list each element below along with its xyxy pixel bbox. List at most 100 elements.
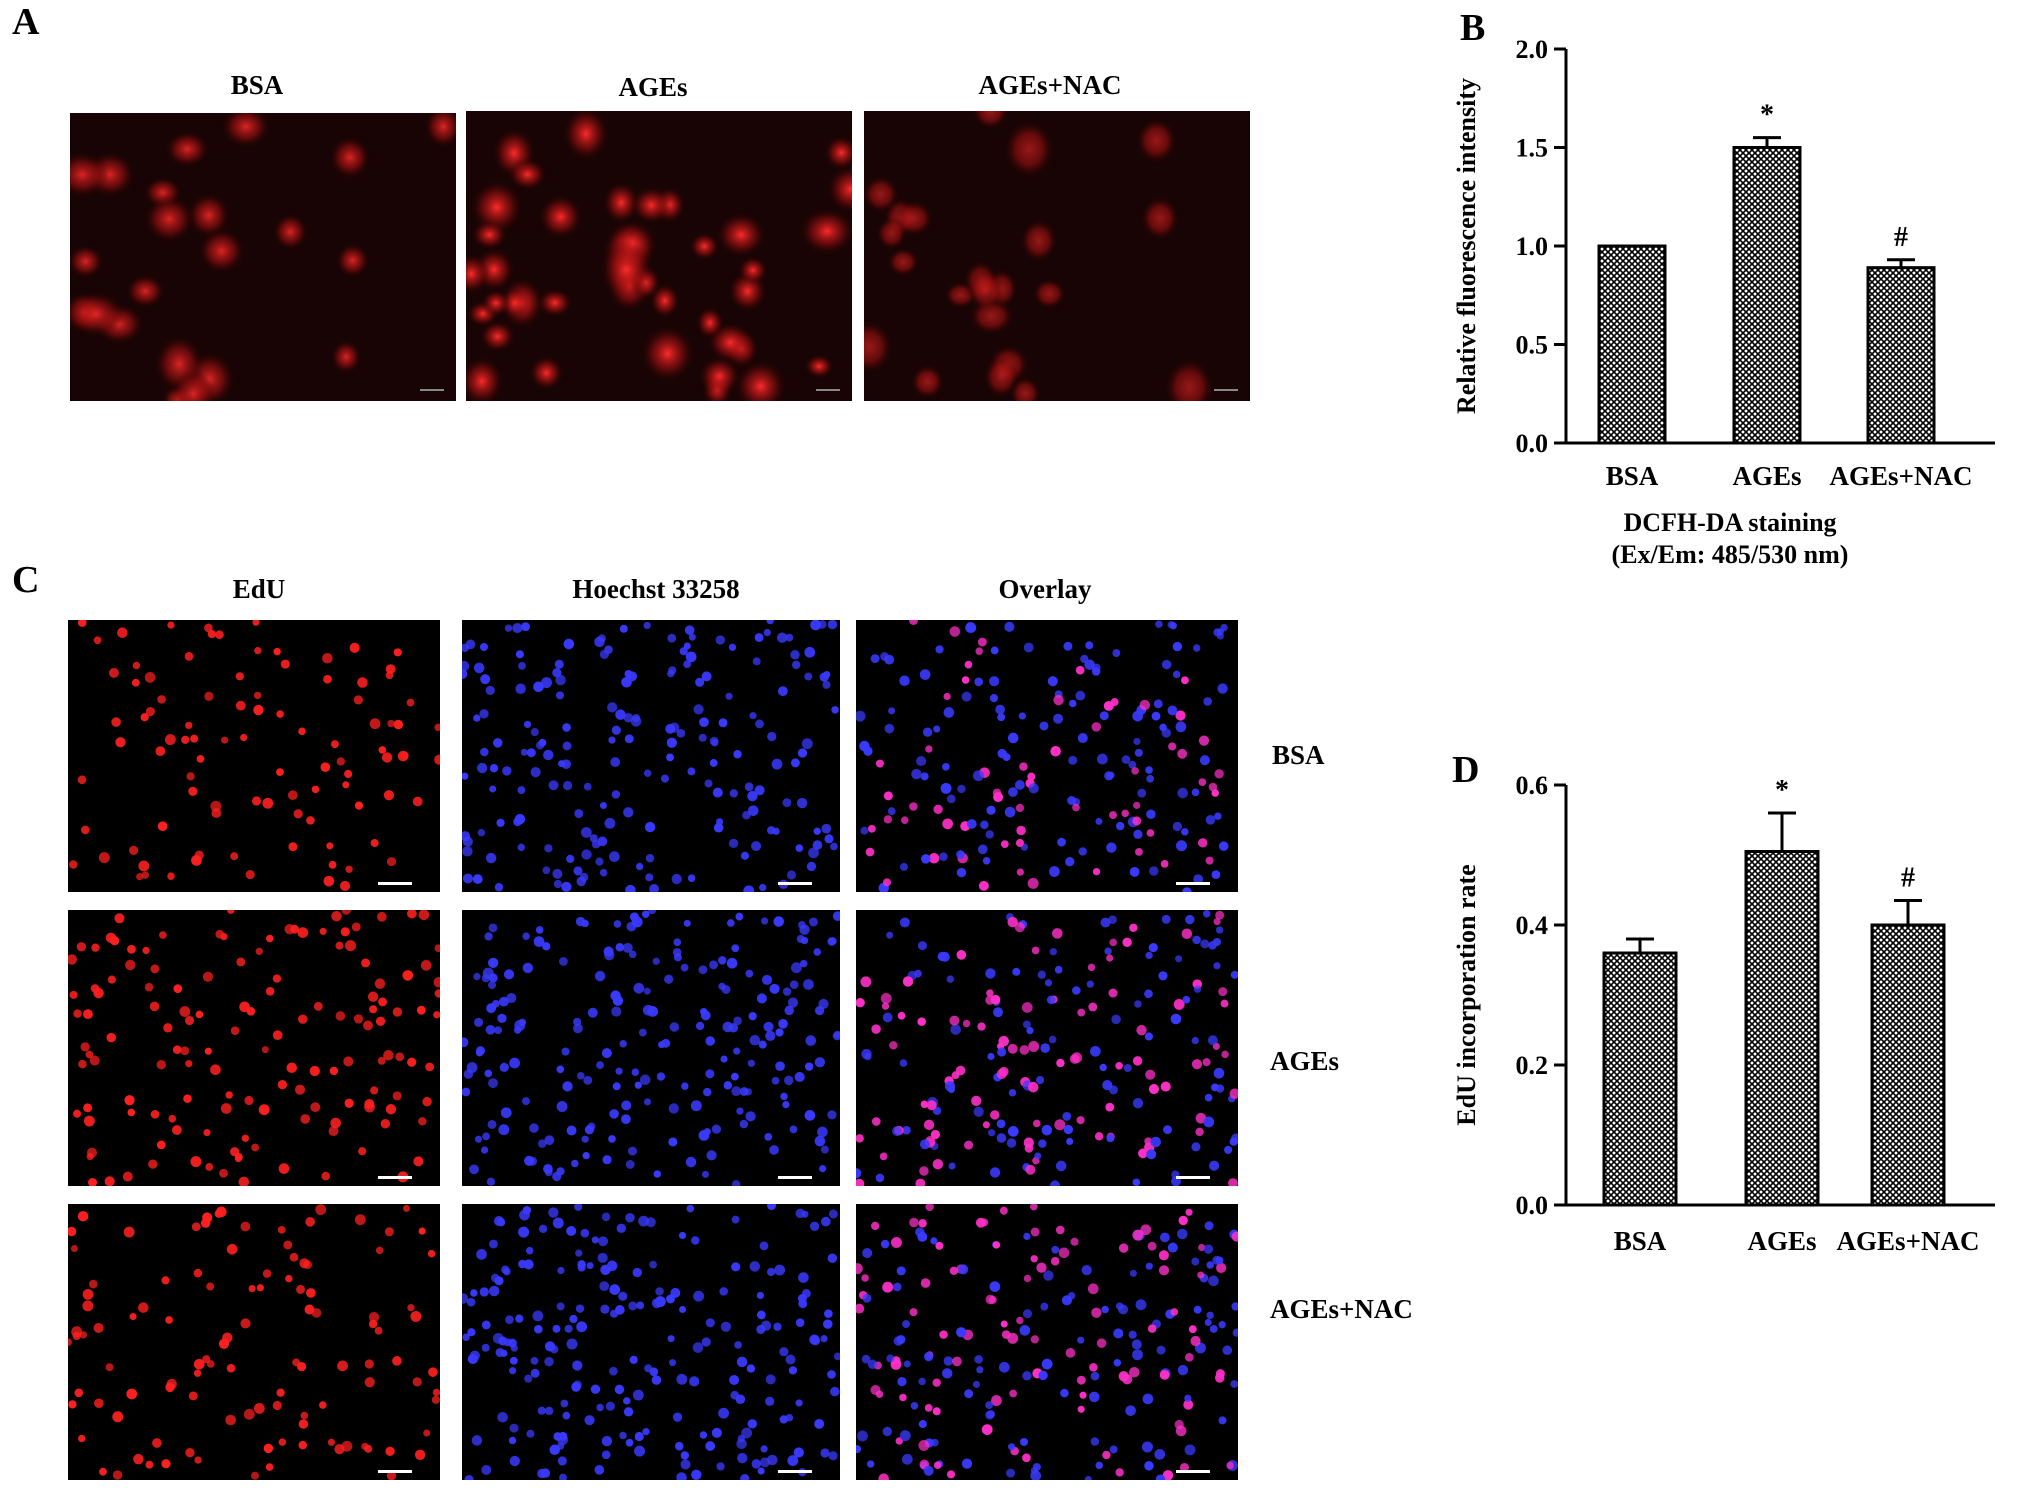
nucleus [1019, 1325, 1031, 1336]
nucleus [386, 857, 397, 867]
nucleus [1188, 1325, 1197, 1334]
cell [125, 274, 165, 308]
nucleus [129, 1313, 137, 1321]
nucleus [124, 1095, 135, 1106]
nucleus [729, 789, 738, 798]
nucleus [1167, 705, 1178, 716]
nucleus [328, 860, 337, 869]
cell [910, 364, 945, 399]
significance-mark: * [1760, 100, 1774, 131]
nucleus [562, 1411, 571, 1420]
nucleus [211, 808, 222, 818]
nucleus [932, 1159, 944, 1170]
nucleus [432, 1388, 440, 1397]
nucleus [569, 1314, 578, 1324]
nucleus [590, 1384, 601, 1394]
nucleus [529, 1123, 539, 1133]
nucleus [917, 1017, 926, 1026]
nucleus [1106, 842, 1117, 853]
nucleus [749, 712, 757, 720]
nucleus [561, 1047, 570, 1056]
nucleus [562, 1081, 573, 1092]
nucleus [705, 1069, 715, 1079]
nucleus [292, 1358, 301, 1367]
nucleus [422, 1096, 432, 1107]
nucleus [1109, 811, 1118, 820]
nucleus [993, 1007, 1003, 1018]
nucleus [262, 1269, 272, 1278]
nucleus [775, 1061, 785, 1072]
nucleus [620, 1114, 631, 1125]
nucleus [482, 1132, 490, 1141]
nucleus [701, 1170, 709, 1178]
nucleus [687, 874, 696, 882]
nucleus [544, 1168, 553, 1177]
nucleus [504, 624, 513, 632]
nucleus [629, 912, 639, 922]
nucleus [474, 1017, 484, 1027]
nucleus [580, 827, 592, 838]
nucleus [1153, 699, 1163, 709]
nucleus [897, 1376, 907, 1387]
nucleus [1144, 989, 1153, 999]
nucleus [901, 1453, 913, 1465]
nucleus [1167, 1242, 1178, 1253]
nucleus [856, 1134, 864, 1143]
nucleus [933, 725, 941, 733]
nucleus [193, 1268, 203, 1278]
nucleus [986, 805, 996, 815]
nucleus [313, 1001, 323, 1011]
nucleus [795, 1318, 805, 1327]
nucleus [1175, 710, 1186, 721]
nucleus [733, 1016, 742, 1026]
nucleus [870, 654, 880, 664]
nucleus [1161, 728, 1171, 738]
nucleus [1103, 700, 1114, 711]
nucleus [972, 1380, 981, 1389]
nucleus [625, 1213, 635, 1223]
nucleus [669, 722, 680, 733]
nucleus [179, 1006, 191, 1017]
nucleus [471, 1435, 483, 1446]
panel-d-letter: D [1452, 749, 1480, 791]
nucleus [1134, 748, 1143, 757]
nucleus [1091, 667, 1101, 676]
nucleus [1161, 659, 1172, 670]
nucleus [1181, 828, 1189, 836]
panel-c-letter: C [12, 559, 40, 601]
nucleus [517, 786, 526, 795]
nucleus [678, 1231, 687, 1239]
nucleus [769, 1145, 779, 1155]
nucleus [635, 862, 644, 871]
nucleus [374, 1326, 383, 1335]
nucleus [896, 1266, 906, 1276]
nucleus [1226, 1461, 1234, 1470]
nucleus [597, 1252, 608, 1264]
nucleus [591, 840, 601, 849]
nucleus [1221, 1050, 1229, 1059]
nucleus [860, 976, 872, 988]
nucleus [973, 1106, 984, 1117]
nucleus [884, 723, 895, 734]
nucleus [525, 1246, 534, 1255]
nucleus [508, 1436, 517, 1445]
nucleus [1118, 1371, 1129, 1382]
nucleus [1077, 1336, 1085, 1344]
nucleus [402, 970, 414, 981]
nucleus [759, 883, 767, 892]
nucleus [542, 942, 551, 951]
nucleus [300, 1411, 309, 1420]
y-axis-label: Relative fluorescence intensity [1452, 78, 1481, 414]
nucleus [831, 706, 839, 714]
nucleus [1145, 951, 1153, 960]
nucleus [734, 1341, 742, 1349]
nucleus [745, 969, 754, 978]
nucleus [1132, 710, 1144, 722]
nucleus [939, 852, 948, 862]
nucleus [494, 1026, 503, 1035]
nucleus [572, 1023, 583, 1034]
nucleus [126, 1388, 138, 1400]
nucleus [583, 1075, 593, 1085]
nucleus [656, 1072, 666, 1081]
nucleus [1140, 1224, 1152, 1236]
